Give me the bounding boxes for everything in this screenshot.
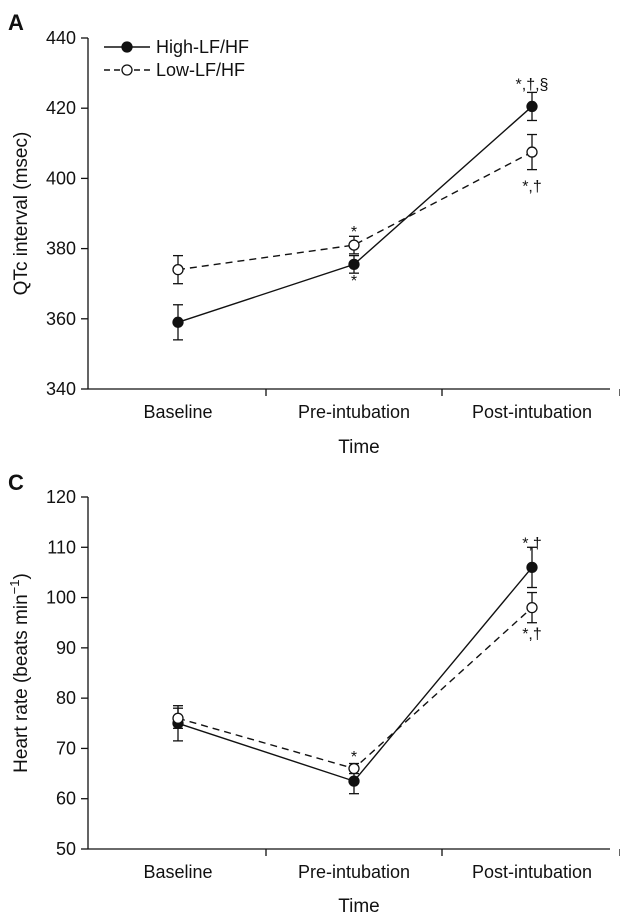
y-tick-label: 120 — [46, 487, 76, 507]
y-axis-title-tail: ) — [11, 573, 32, 579]
y-tick-label: 70 — [56, 738, 76, 758]
x-tick-label: Baseline — [143, 402, 212, 422]
significance-annotation: *,† — [522, 178, 542, 195]
y-tick-label: 380 — [46, 239, 76, 259]
y-tick-label: 60 — [56, 789, 76, 809]
y-tick-label: 360 — [46, 309, 76, 329]
data-point-high-lf/hf — [526, 100, 538, 113]
y-tick-label: 80 — [56, 688, 76, 708]
data-point-low-lf/hf — [348, 762, 360, 775]
x-tick-label: Pre-intubation — [298, 862, 410, 882]
y-tick-label: 400 — [46, 168, 76, 188]
x-axis-title: Time — [338, 896, 380, 917]
data-point-high-lf/hf — [172, 316, 184, 328]
data-point-high-lf/hf — [526, 561, 538, 574]
data-point-high-lf/hf — [348, 775, 360, 787]
y-tick-label: 420 — [46, 98, 76, 118]
y-tick-label: 100 — [46, 588, 76, 608]
x-tick-label: Pre-intubation — [298, 402, 410, 422]
y-axis-title-main: QTc interval (msec) — [11, 132, 32, 296]
legend-label: Low-LF/HF — [156, 60, 245, 80]
panel-label: C — [8, 470, 24, 495]
y-axis-title-main: Heart rate (beats min — [11, 594, 32, 772]
data-point-low-lf/hf — [348, 239, 360, 251]
y-axis-title: Heart rate (beats min−1) — [7, 573, 32, 773]
y-tick-label: 50 — [56, 839, 76, 859]
significance-annotation: *,† — [522, 626, 542, 643]
panel-label: A — [8, 10, 24, 35]
significance-annotation: *,† — [522, 535, 542, 552]
significance-annotation: * — [351, 749, 357, 766]
y-axis-title: QTc interval (msec) — [11, 132, 32, 296]
significance-annotation: * — [351, 273, 357, 290]
x-axis-title: Time — [338, 437, 380, 458]
y-tick-label: 440 — [46, 28, 76, 48]
y-tick-label: 340 — [46, 379, 76, 399]
x-tick-label: Post-intubation — [472, 862, 592, 882]
y-tick-label: 90 — [56, 638, 76, 658]
data-point-low-lf/hf — [172, 264, 184, 276]
data-point-low-lf/hf — [172, 712, 184, 724]
legend-label: High-LF/HF — [156, 37, 249, 57]
legend-marker — [121, 41, 133, 53]
y-axis-title-superscript: −1 — [7, 580, 22, 595]
data-point-low-lf/hf — [526, 601, 538, 614]
data-point-low-lf/hf — [526, 146, 538, 158]
legend-marker — [121, 64, 133, 76]
x-tick-label: Baseline — [143, 862, 212, 882]
y-tick-label: 110 — [47, 537, 76, 557]
series-line-low-lf/hf — [177, 151, 533, 271]
significance-annotation: * — [351, 224, 357, 241]
x-tick-label: Post-intubation — [472, 402, 592, 422]
data-point-high-lf/hf — [348, 258, 360, 271]
significance-annotation: *,†,§ — [516, 77, 549, 94]
